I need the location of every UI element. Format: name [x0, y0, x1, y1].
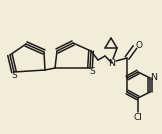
Text: S: S	[89, 68, 95, 77]
Text: Cl: Cl	[133, 113, 142, 122]
Text: S: S	[11, 72, 17, 81]
Text: O: O	[135, 42, 143, 51]
Text: N: N	[109, 59, 116, 68]
Text: N: N	[150, 74, 157, 83]
